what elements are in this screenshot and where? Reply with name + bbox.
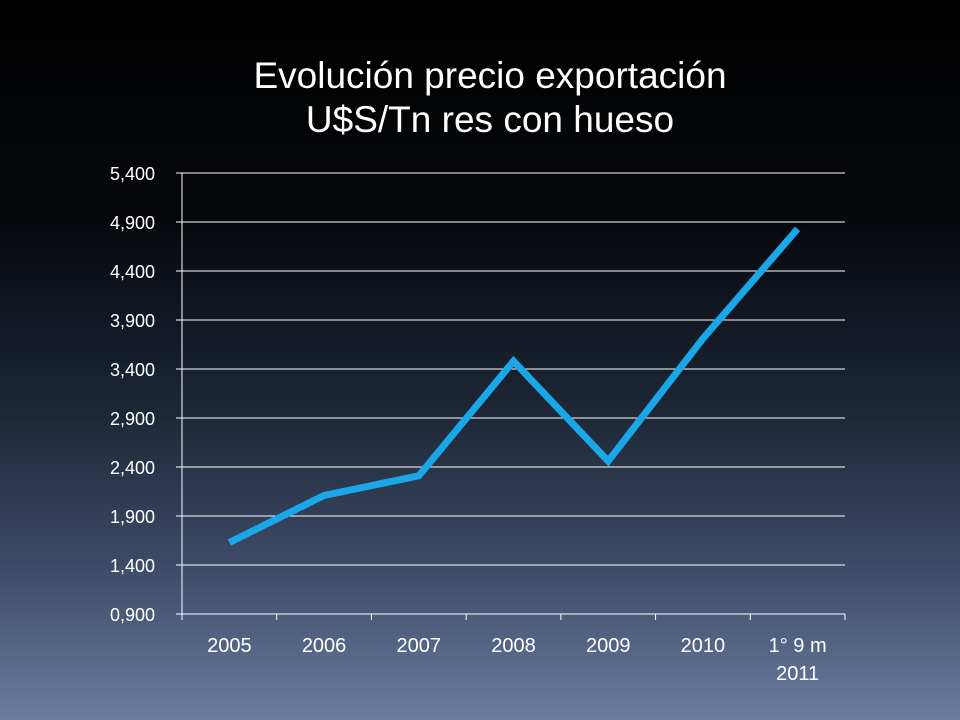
x-tick-label: 2007	[397, 635, 442, 657]
y-tick-label: 2,900	[110, 409, 155, 429]
chart-title: Evolución precio exportación U$S/Tn res …	[0, 54, 960, 142]
x-tick-label: 1° 9 m	[769, 635, 827, 657]
series-line	[227, 226, 801, 546]
chart-title-line-1: Evolución precio exportación	[253, 55, 727, 96]
y-tick-label: 1,400	[110, 556, 155, 576]
x-tick-label: 2008	[491, 635, 536, 657]
y-tick-label: 4,900	[110, 213, 155, 233]
x-tick-label: 2005	[207, 635, 252, 657]
y-tick-label: 3,400	[110, 360, 155, 380]
y-tick-label: 4,400	[110, 262, 155, 282]
y-tick-label: 0,900	[110, 605, 155, 625]
chart-subtitle: U$S/Tn res con hueso	[305, 99, 675, 140]
x-tick-label: 2010	[681, 635, 726, 657]
x-tick-label: 2009	[586, 635, 631, 657]
x-tick-label: 2006	[302, 635, 347, 657]
y-tick-label: 2,400	[110, 458, 155, 478]
y-tick-label: 5,400	[110, 164, 155, 184]
x-tick-label: 2011	[776, 663, 819, 685]
y-tick-label: 1,900	[110, 507, 155, 527]
y-tick-label: 3,900	[110, 311, 155, 331]
